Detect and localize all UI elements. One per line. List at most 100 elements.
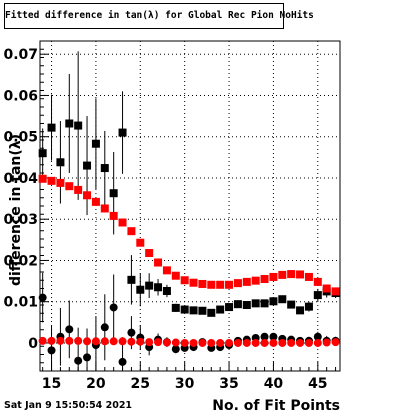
data-point-circle — [38, 293, 47, 302]
x-tick-label: 45 — [308, 376, 327, 392]
data-point-circle — [38, 336, 47, 345]
data-point-square — [171, 303, 180, 312]
tick-label-layer: 15 20 25 30 35 40 45 0 0.01 0.02 0.03 0.04 0.05 0.06 0… — [3, 47, 327, 392]
data-point-square — [91, 139, 100, 148]
data-point-square — [278, 295, 287, 304]
data-point-square — [233, 279, 242, 288]
data-point-square — [198, 306, 207, 315]
data-point-square — [260, 299, 269, 308]
data-point-circle — [56, 336, 65, 345]
data-point-square — [171, 271, 180, 280]
data-point-circle — [74, 336, 83, 345]
data-point-square — [65, 182, 74, 191]
data-point-square — [109, 189, 118, 198]
data-point-circle — [171, 338, 180, 347]
data-point-square — [269, 297, 278, 306]
data-point-square — [154, 283, 163, 292]
data-point-square — [296, 306, 305, 315]
data-point-square — [304, 272, 313, 281]
x-tick-label: 20 — [86, 376, 106, 392]
x-tick-label: 15 — [42, 376, 61, 392]
grid-layer — [40, 41, 340, 371]
x-tick-label: 30 — [175, 376, 195, 392]
data-point-square — [145, 281, 154, 290]
x-tick-label: 25 — [131, 376, 150, 392]
y-tick-label: 0.04 — [3, 171, 38, 187]
data-point-square — [242, 301, 251, 309]
data-point-circle — [269, 338, 278, 347]
data-point-circle — [100, 323, 109, 332]
data-point-square — [207, 280, 216, 289]
data-point-circle — [65, 336, 74, 345]
data-point-circle — [118, 357, 127, 366]
data-point-square — [287, 270, 296, 279]
data-point-circle — [189, 338, 198, 347]
data-point-square — [216, 305, 225, 314]
data-point-circle — [331, 338, 340, 347]
data-point-circle — [296, 338, 305, 347]
data-point-circle — [287, 338, 296, 347]
data-point-circle — [127, 328, 136, 337]
data-point-square — [47, 176, 56, 185]
data-point-circle — [127, 337, 136, 346]
data-point-circle — [171, 345, 180, 354]
y-tick-label: 0.02 — [3, 253, 38, 269]
y-tick-label: 0.01 — [3, 295, 38, 311]
data-point-square — [287, 300, 296, 309]
data-point-circle — [242, 338, 251, 347]
data-point-circle — [47, 346, 56, 355]
data-point-square — [56, 158, 65, 167]
data-point-square — [83, 161, 92, 170]
data-point-circle — [278, 338, 287, 347]
data-point-square — [74, 185, 83, 194]
data-point-square — [118, 128, 127, 137]
x-tick-label: 35 — [219, 376, 238, 392]
errorbar-layer — [42, 51, 337, 371]
data-point-square — [180, 276, 189, 285]
timestamp-footer: Sat Jan 9 15:50:54 2021 — [4, 400, 133, 411]
data-point-circle — [74, 356, 83, 365]
data-point-square — [38, 149, 47, 158]
data-point-square — [251, 299, 260, 308]
data-point-square — [260, 275, 269, 284]
data-point-circle — [207, 338, 216, 347]
data-point-circle — [251, 338, 260, 347]
data-point-circle — [154, 338, 163, 347]
data-point-square — [189, 306, 198, 315]
y-tick-label: 0.05 — [3, 130, 38, 146]
data-point-square — [38, 174, 47, 183]
data-point-circle — [225, 338, 234, 347]
data-point-square — [313, 277, 322, 286]
y-tick-label: 0.07 — [3, 47, 38, 63]
y-axis-label: difference in tan(λ) — [8, 133, 24, 287]
data-point-square — [162, 286, 171, 295]
data-point-circle — [198, 338, 207, 347]
data-point-square — [242, 277, 251, 286]
data-point-square — [91, 197, 100, 206]
data-point-square — [127, 227, 136, 236]
data-point-square — [56, 178, 65, 187]
data-point-square — [322, 284, 331, 293]
marker-layer — [38, 119, 340, 366]
data-point-circle — [65, 325, 74, 334]
chart-title-box: Fitted difference in tan(λ) for Global R… — [4, 3, 314, 29]
data-point-circle — [216, 338, 225, 347]
data-point-square — [189, 278, 198, 287]
x-tick-label: 40 — [264, 376, 284, 392]
data-point-circle — [304, 338, 313, 347]
data-point-square — [198, 279, 207, 288]
plot-frame — [39, 40, 341, 372]
data-point-square — [145, 249, 154, 258]
data-point-square — [47, 123, 56, 132]
data-point-square — [100, 164, 109, 173]
data-point-square — [100, 204, 109, 213]
data-point-square — [233, 300, 242, 309]
y-tick-label: 0 — [28, 336, 38, 352]
data-point-square — [136, 285, 145, 294]
chart-title: Fitted difference in tan(λ) for Global R… — [5, 10, 314, 21]
data-point-square — [313, 291, 322, 300]
data-point-circle — [91, 337, 100, 346]
tick-layer — [40, 40, 337, 372]
data-point-circle — [100, 337, 109, 346]
